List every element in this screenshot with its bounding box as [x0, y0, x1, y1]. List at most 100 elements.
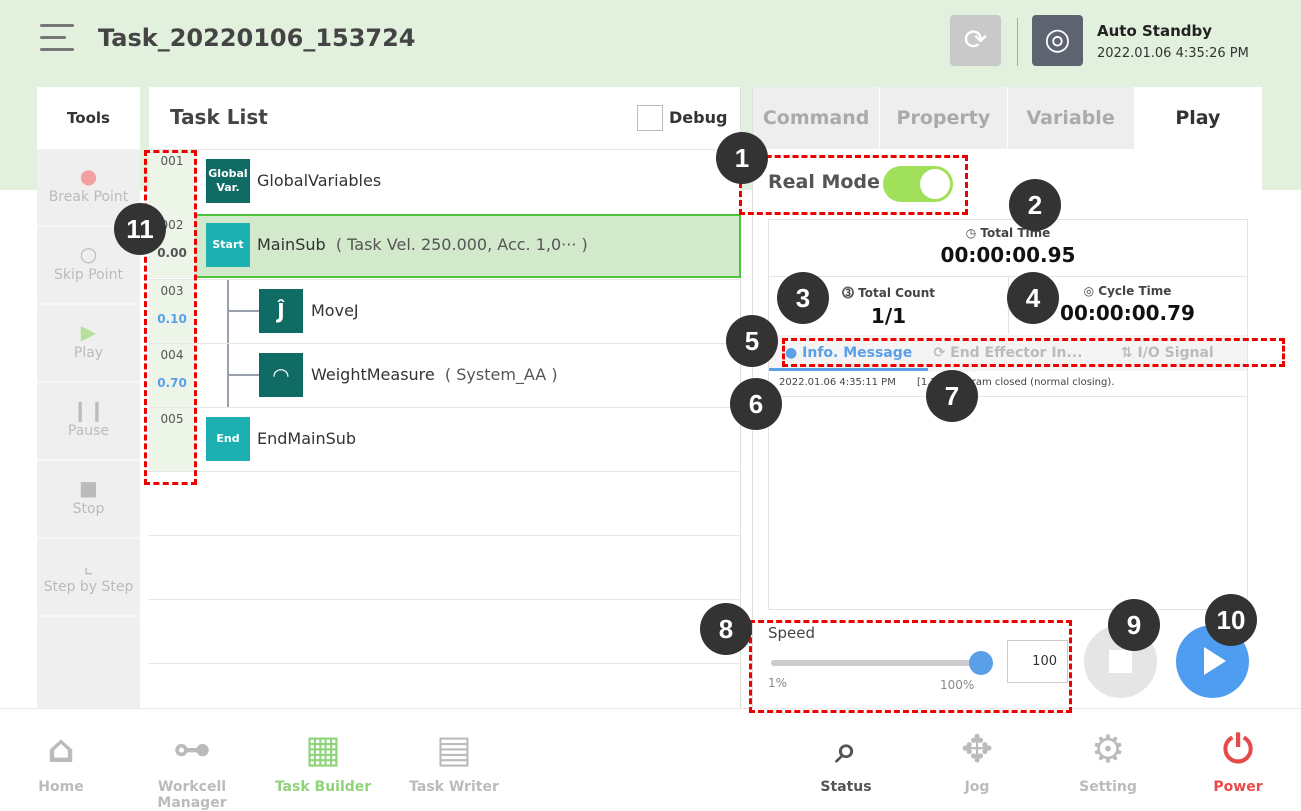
tool-label: Play — [73, 345, 104, 361]
total-time: ◷ Total Time 00:00:00.95 — [940, 226, 1076, 267]
debug-checkbox[interactable] — [637, 105, 663, 131]
task-row[interactable]: 005 End EndMainSub — [149, 407, 741, 472]
status-title: Auto Standby — [1097, 22, 1213, 40]
empty-row — [149, 535, 741, 599]
movej-icon: Ĵ — [259, 289, 303, 333]
power-icon: ⏻ — [1222, 727, 1254, 771]
play-icon — [1204, 647, 1226, 675]
marker: 4 — [1007, 272, 1059, 324]
annotation-box — [782, 338, 1285, 367]
cycle-icon: ◎ — [1083, 284, 1095, 298]
message-text: [1.2... Program closed (normal closing). — [917, 377, 1115, 388]
task-label: GlobalVariables — [257, 171, 382, 190]
tool-label: Break Point — [48, 189, 129, 205]
stop-icon: ■ — [79, 476, 98, 500]
task-label: EndMainSub — [257, 429, 357, 448]
task-list-title: Task List — [170, 105, 268, 129]
line-number: 005 — [149, 408, 195, 472]
marker: 11 — [114, 203, 166, 255]
start-icon: Start — [206, 223, 250, 267]
nav-status[interactable]: ⌕ Status — [776, 709, 916, 795]
pause-icon: ❙❙ — [71, 398, 106, 422]
annotation-box — [749, 620, 1072, 713]
home-icon: ⌂ — [47, 727, 75, 771]
robot-status-icon: ◎ — [1032, 15, 1083, 66]
nav-workcell-manager[interactable]: ⊶ Workcell Manager — [122, 709, 262, 811]
task-row-selected[interactable]: 002 0.00 Start MainSub ( Task Vel. 250.00… — [149, 214, 741, 278]
tab-variable[interactable]: Variable — [1007, 87, 1135, 149]
tool-label: Step by Step — [43, 579, 134, 595]
annotation-box — [739, 155, 968, 215]
line-number: 003 0.10 — [149, 280, 195, 344]
status-icon: ⌕ — [835, 727, 857, 771]
speed-slider[interactable] — [771, 660, 981, 666]
status-time: 2022.01.06 4:35:26 PM — [1097, 46, 1249, 61]
nav-task-writer[interactable]: ▤ Task Writer — [384, 709, 524, 795]
task-list-panel: Task List Debug 001 Global Var. GlobalVa… — [149, 87, 741, 708]
io-icon: ⇅ — [1120, 345, 1133, 361]
message-time: 2022.01.06 4:35:11 PM — [779, 377, 896, 388]
tool-label: Pause — [67, 423, 110, 439]
skip-point-button[interactable]: ○ Skip Point — [37, 227, 140, 305]
real-mode-toggle[interactable] — [883, 166, 953, 202]
end-icon: End — [206, 417, 250, 461]
task-row[interactable]: 003 0.10 Ĵ MoveJ — [149, 279, 741, 344]
speed-input[interactable]: 100 — [1007, 640, 1068, 683]
reload-button[interactable]: ⟳ — [950, 15, 1001, 66]
empty-row — [149, 599, 741, 663]
task-builder-icon: ▦ — [305, 727, 341, 771]
task-label: MoveJ — [311, 301, 359, 320]
speed-label: Speed — [768, 624, 816, 642]
divider — [1017, 18, 1018, 66]
step-by-step-button[interactable]: ⌞ Step by Step — [37, 539, 140, 617]
skip-point-icon: ○ — [79, 242, 98, 266]
speed-max: 100% — [940, 678, 975, 692]
speed-slider-handle[interactable] — [969, 651, 993, 675]
global-var-icon: Global Var. — [206, 159, 250, 203]
nav-task-builder[interactable]: ▦ Task Builder — [253, 709, 393, 795]
tab-end-effector[interactable]: ⟳ End Effector In... — [933, 345, 1083, 361]
jog-icon: ✥ — [961, 727, 993, 771]
tab-play[interactable]: Play — [1134, 87, 1262, 149]
task-row[interactable]: 001 Global Var. GlobalVariables — [149, 149, 741, 214]
step-icon: ⌞ — [83, 554, 94, 578]
speed-min: 1% — [768, 676, 788, 690]
task-label: WeightMeasure ( System_AA ) — [311, 365, 558, 384]
tab-info-message[interactable]: ● Info. Message — [769, 335, 929, 371]
empty-row — [149, 663, 741, 727]
tab-command[interactable]: Command — [753, 87, 881, 149]
marker: 10 — [1205, 594, 1257, 646]
stop-icon — [1109, 650, 1132, 673]
cycle-time: ◎ Cycle Time 00:00:00.79 — [1060, 284, 1195, 325]
empty-row — [149, 471, 741, 535]
bottom-nav: ⌂ Home ⊶ Workcell Manager ▦ Task Builder ▤ T… — [0, 708, 1301, 811]
nav-jog[interactable]: ✥ Jog — [907, 709, 1047, 795]
right-panel: Command Property Variable Play Real Mode… — [752, 87, 1262, 708]
task-writer-icon: ▤ — [436, 727, 472, 771]
pause-button[interactable]: ❙❙ Pause — [37, 383, 140, 461]
real-mode-label: Real Mode — [768, 171, 880, 193]
nav-home[interactable]: ⌂ Home — [0, 709, 131, 795]
task-row[interactable]: 004 0.70 ◠ WeightMeasure ( System_AA ) — [149, 343, 741, 408]
marker: 9 — [1108, 599, 1160, 651]
total-count: ⓷ Total Count 1/1 — [841, 286, 936, 328]
tool-label: Stop — [72, 501, 105, 517]
marker: 3 — [777, 272, 829, 324]
clock-icon: ◷ — [965, 226, 977, 240]
end-effector-icon: ⟳ — [933, 345, 946, 361]
nav-setting[interactable]: ⚙ Setting — [1038, 709, 1178, 795]
play-stats: ◷ Total Time 00:00:00.95 ⓷ Total Count 1/1… — [768, 219, 1248, 610]
annotation-box — [144, 150, 197, 485]
break-point-button[interactable]: ● Break Point — [37, 149, 140, 227]
gear-icon: ⚙ — [1090, 727, 1126, 771]
play-button[interactable]: ▶ Play — [37, 305, 140, 383]
line-number: 001 — [149, 150, 195, 214]
tab-io-signal[interactable]: ⇅ I/O Signal — [1120, 345, 1214, 361]
tab-property[interactable]: Property — [880, 87, 1008, 149]
debug-label: Debug — [669, 108, 728, 127]
stop-button[interactable]: ■ Stop — [37, 461, 140, 539]
nav-power[interactable]: ⏻ Power — [1168, 709, 1301, 795]
weight-measure-icon: ◠ — [259, 353, 303, 397]
marker: 2 — [1009, 179, 1061, 231]
menu-icon[interactable] — [40, 24, 74, 54]
